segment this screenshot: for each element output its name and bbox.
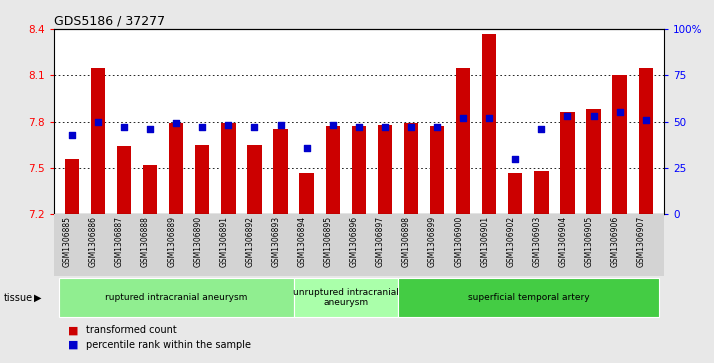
Text: GSM1306893: GSM1306893 (271, 216, 281, 267)
Bar (398, 278, 659, 317)
Point (458, 115, 469, 121)
Bar (195, 145, 209, 214)
Text: GSM1306901: GSM1306901 (481, 216, 489, 267)
Bar (59, 278, 293, 317)
Text: superficial temporal artery: superficial temporal artery (468, 293, 589, 302)
Text: ■: ■ (68, 325, 79, 335)
Point (562, 113, 573, 119)
Text: GSM1306896: GSM1306896 (350, 216, 359, 267)
Point (483, 115, 495, 121)
Bar (508, 172, 523, 214)
Text: GSM1306902: GSM1306902 (506, 216, 516, 267)
Bar (560, 113, 575, 214)
Text: transformed count: transformed count (86, 325, 176, 335)
Bar (351, 126, 366, 214)
Point (223, 122, 234, 128)
Text: GSM1306890: GSM1306890 (193, 216, 202, 267)
Bar (430, 126, 444, 214)
Point (431, 124, 443, 130)
Text: GSM1306903: GSM1306903 (533, 216, 541, 267)
Point (406, 124, 417, 130)
Bar (404, 123, 418, 214)
Text: GSM1306886: GSM1306886 (89, 216, 98, 267)
Text: GSM1306892: GSM1306892 (246, 216, 254, 267)
Bar (293, 278, 398, 317)
Bar (326, 126, 340, 214)
Point (301, 144, 312, 150)
Bar (613, 76, 627, 214)
Point (379, 124, 391, 130)
Bar (273, 129, 288, 214)
Point (510, 156, 521, 162)
Text: GSM1306885: GSM1306885 (63, 216, 72, 267)
Text: GSM1306898: GSM1306898 (402, 216, 411, 267)
Point (248, 124, 260, 130)
Bar (299, 172, 313, 214)
Text: ▶: ▶ (34, 293, 42, 303)
Text: GSM1306899: GSM1306899 (428, 216, 437, 267)
Bar (456, 68, 471, 214)
Point (144, 126, 156, 132)
Text: GSM1306904: GSM1306904 (558, 216, 568, 267)
Bar (91, 68, 105, 214)
Text: GSM1306897: GSM1306897 (376, 216, 385, 267)
Bar (638, 68, 653, 214)
Text: ruptured intracranial aneurysm: ruptured intracranial aneurysm (105, 293, 247, 302)
Point (196, 124, 208, 130)
Point (92, 119, 104, 125)
Point (353, 124, 365, 130)
Point (536, 126, 547, 132)
Bar (586, 109, 600, 214)
Text: percentile rank within the sample: percentile rank within the sample (86, 340, 251, 350)
Bar (117, 146, 131, 214)
Text: GSM1306894: GSM1306894 (298, 216, 306, 267)
Text: GSM1306906: GSM1306906 (610, 216, 620, 267)
Bar (169, 123, 183, 214)
Text: tissue: tissue (4, 293, 33, 303)
Point (171, 121, 182, 126)
Bar (247, 145, 261, 214)
Text: ■: ■ (68, 340, 79, 350)
Text: GSM1306889: GSM1306889 (167, 216, 176, 267)
Point (327, 122, 338, 128)
Bar (534, 171, 548, 214)
Point (119, 124, 130, 130)
Text: GSM1306895: GSM1306895 (323, 216, 333, 267)
Point (640, 117, 651, 123)
Point (66, 132, 78, 138)
Text: GSM1306888: GSM1306888 (141, 216, 150, 267)
Text: unruptured intracranial
aneurysm: unruptured intracranial aneurysm (293, 288, 398, 307)
Bar (65, 159, 79, 214)
Text: GSM1306900: GSM1306900 (454, 216, 463, 267)
Text: GSM1306887: GSM1306887 (115, 216, 124, 267)
Text: GSM1306905: GSM1306905 (585, 216, 593, 267)
Text: GSM1306891: GSM1306891 (219, 216, 228, 267)
Point (614, 110, 625, 115)
Bar (143, 165, 157, 214)
Bar (378, 125, 392, 214)
Point (588, 113, 599, 119)
Bar (221, 123, 236, 214)
Text: GDS5186 / 37277: GDS5186 / 37277 (54, 14, 165, 27)
Point (275, 122, 286, 128)
Text: GSM1306907: GSM1306907 (637, 216, 645, 267)
Bar (482, 34, 496, 214)
